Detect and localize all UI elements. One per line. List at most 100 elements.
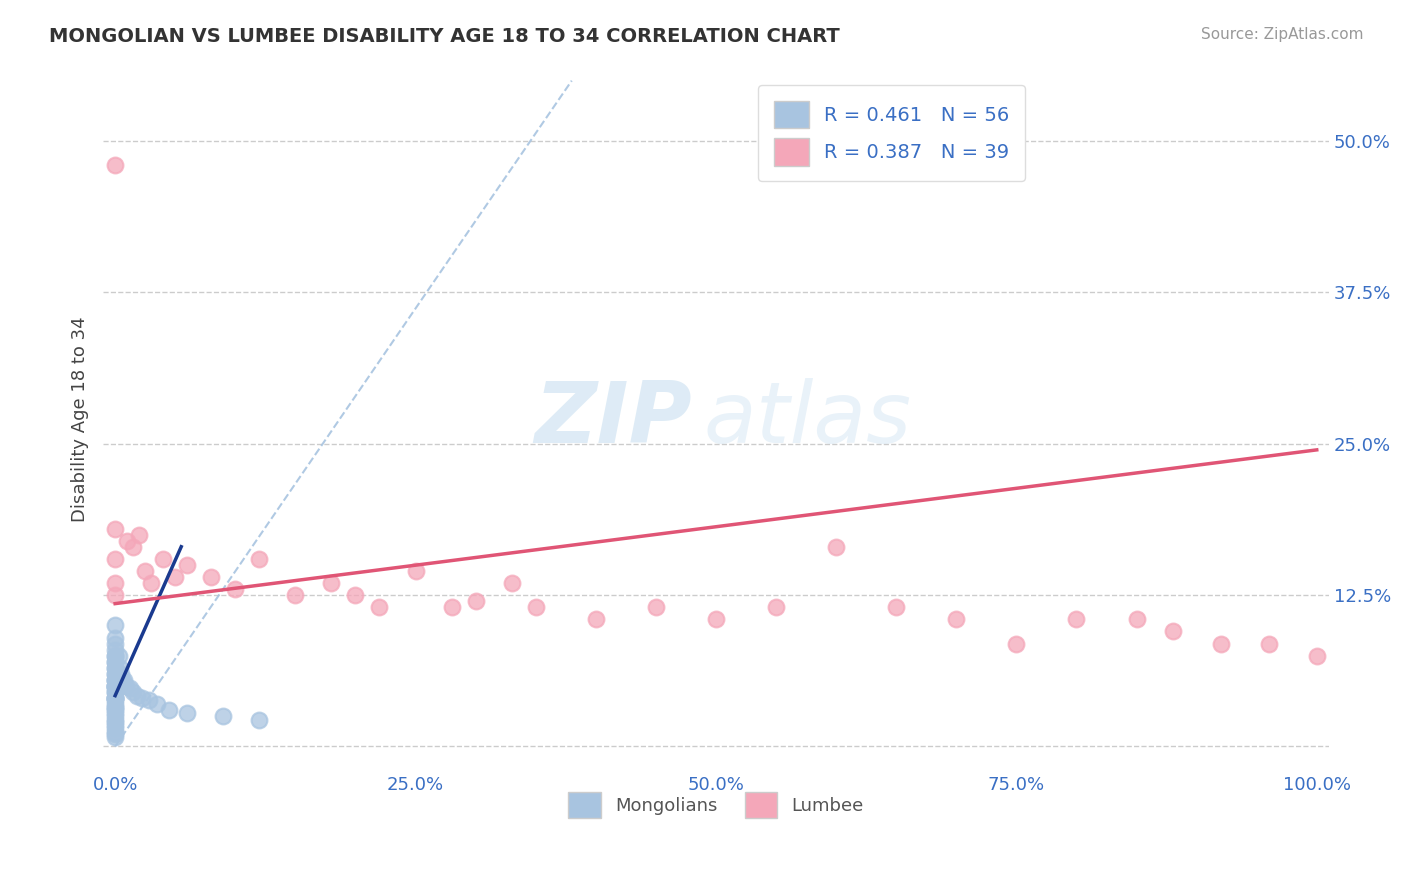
Point: [104, 655, 127, 669]
Point: [115, 533, 138, 548]
Point: [1161, 624, 1184, 639]
Point: [104, 679, 127, 693]
Point: [104, 700, 127, 714]
Point: [104, 706, 127, 720]
Point: [110, 666, 132, 681]
Point: [141, 576, 163, 591]
Point: [200, 570, 222, 584]
Point: [104, 666, 127, 681]
Point: [104, 158, 127, 172]
Point: [104, 685, 127, 699]
Point: [104, 588, 127, 602]
Point: [104, 661, 127, 675]
Point: [104, 691, 127, 706]
Point: [405, 564, 427, 578]
Point: [122, 685, 145, 699]
Point: [104, 648, 127, 663]
Point: [104, 685, 127, 699]
Point: [1005, 636, 1028, 650]
Point: [104, 715, 127, 730]
Point: [104, 522, 127, 536]
Point: [104, 691, 127, 706]
Point: [344, 588, 367, 602]
Point: [104, 636, 127, 650]
Point: [104, 709, 127, 723]
Point: [107, 648, 129, 663]
Point: [118, 681, 141, 696]
Point: [165, 570, 187, 584]
Point: [104, 693, 127, 707]
Point: [122, 540, 145, 554]
Point: [765, 600, 787, 615]
Point: [104, 697, 127, 711]
Point: [104, 691, 127, 706]
Point: [321, 576, 343, 591]
Text: atlas: atlas: [703, 378, 911, 461]
Point: [104, 725, 127, 739]
Text: Source: ZipAtlas.com: Source: ZipAtlas.com: [1201, 27, 1364, 42]
Point: [176, 706, 198, 720]
Point: [104, 713, 127, 727]
Point: [104, 666, 127, 681]
Point: [104, 679, 127, 693]
Legend: Mongolians, Lumbee: Mongolians, Lumbee: [561, 785, 870, 825]
Point: [104, 673, 127, 687]
Point: [134, 564, 156, 578]
Point: [104, 699, 127, 714]
Point: [1125, 612, 1147, 626]
Point: [104, 661, 127, 675]
Point: [104, 618, 127, 632]
Y-axis label: Disability Age 18 to 34: Disability Age 18 to 34: [72, 317, 89, 523]
Point: [884, 600, 907, 615]
Point: [284, 588, 307, 602]
Point: [108, 661, 131, 675]
Point: [224, 582, 246, 596]
Point: [131, 691, 153, 706]
Point: [104, 655, 127, 669]
Point: [368, 600, 391, 615]
Point: [247, 551, 270, 566]
Point: [138, 693, 160, 707]
Point: [1306, 648, 1329, 663]
Point: [704, 612, 727, 626]
Point: [104, 551, 127, 566]
Point: [212, 709, 235, 723]
Point: [440, 600, 463, 615]
Point: [104, 673, 127, 687]
Point: [825, 540, 848, 554]
Point: [115, 679, 138, 693]
Point: [1257, 636, 1279, 650]
Point: [1066, 612, 1088, 626]
Point: [104, 722, 127, 736]
Point: [104, 679, 127, 693]
Point: [112, 673, 135, 687]
Point: [644, 600, 666, 615]
Point: [104, 717, 127, 731]
Point: [247, 713, 270, 727]
Point: [104, 642, 127, 657]
Text: ZIP: ZIP: [534, 378, 692, 461]
Point: [104, 576, 127, 591]
Point: [111, 673, 134, 687]
Point: [157, 703, 180, 717]
Point: [585, 612, 607, 626]
Point: [146, 697, 169, 711]
Point: [152, 551, 174, 566]
Point: [104, 631, 127, 645]
Point: [104, 673, 127, 687]
Point: [125, 689, 148, 703]
Point: [104, 648, 127, 663]
Point: [176, 558, 198, 572]
Point: [464, 594, 486, 608]
Point: [104, 679, 127, 693]
Text: MONGOLIAN VS LUMBEE DISABILITY AGE 18 TO 34 CORRELATION CHART: MONGOLIAN VS LUMBEE DISABILITY AGE 18 TO…: [49, 27, 839, 45]
Point: [104, 727, 127, 741]
Point: [945, 612, 967, 626]
Point: [128, 527, 150, 541]
Point: [524, 600, 547, 615]
Point: [104, 730, 127, 744]
Point: [1209, 636, 1232, 650]
Point: [104, 691, 127, 706]
Point: [104, 703, 127, 717]
Point: [501, 576, 523, 591]
